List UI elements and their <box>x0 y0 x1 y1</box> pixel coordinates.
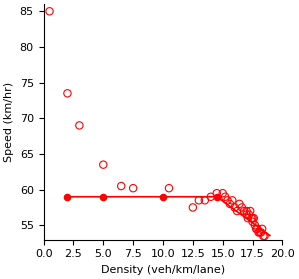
Point <box>65 194 70 199</box>
Point <box>220 191 225 195</box>
Point <box>259 230 263 235</box>
Point <box>119 184 123 188</box>
Point <box>262 234 267 238</box>
Point <box>225 198 230 203</box>
Point <box>77 123 82 128</box>
Point <box>249 216 254 220</box>
Point <box>251 216 256 220</box>
X-axis label: Density (veh/km/lane): Density (veh/km/lane) <box>101 265 225 275</box>
Point <box>244 209 249 213</box>
Point <box>257 230 262 235</box>
Point <box>247 212 251 217</box>
Point <box>253 223 257 227</box>
Point <box>161 194 165 199</box>
Point <box>101 162 106 167</box>
Point <box>214 191 219 195</box>
Point <box>230 198 235 203</box>
Point <box>250 220 255 224</box>
Point <box>228 202 232 206</box>
Point <box>208 194 213 199</box>
Point <box>65 91 70 96</box>
Point <box>239 205 244 210</box>
Point <box>223 194 228 199</box>
Point <box>214 194 219 199</box>
Point <box>202 198 207 203</box>
Point <box>254 227 259 231</box>
Point <box>244 212 249 217</box>
Point <box>196 198 201 203</box>
Point <box>235 209 239 213</box>
Point <box>101 194 106 199</box>
Point <box>131 186 135 191</box>
Point <box>237 202 242 206</box>
Point <box>232 205 237 210</box>
Point <box>47 9 52 14</box>
Y-axis label: Speed (km/hr): Speed (km/hr) <box>4 82 14 162</box>
Point <box>255 227 260 231</box>
Point <box>190 205 195 210</box>
Point <box>245 216 250 220</box>
Point <box>250 216 255 220</box>
Point <box>248 209 253 213</box>
Point <box>260 227 265 231</box>
Point <box>256 230 261 235</box>
Point <box>242 209 247 213</box>
Point <box>167 186 171 191</box>
Point <box>261 234 266 238</box>
